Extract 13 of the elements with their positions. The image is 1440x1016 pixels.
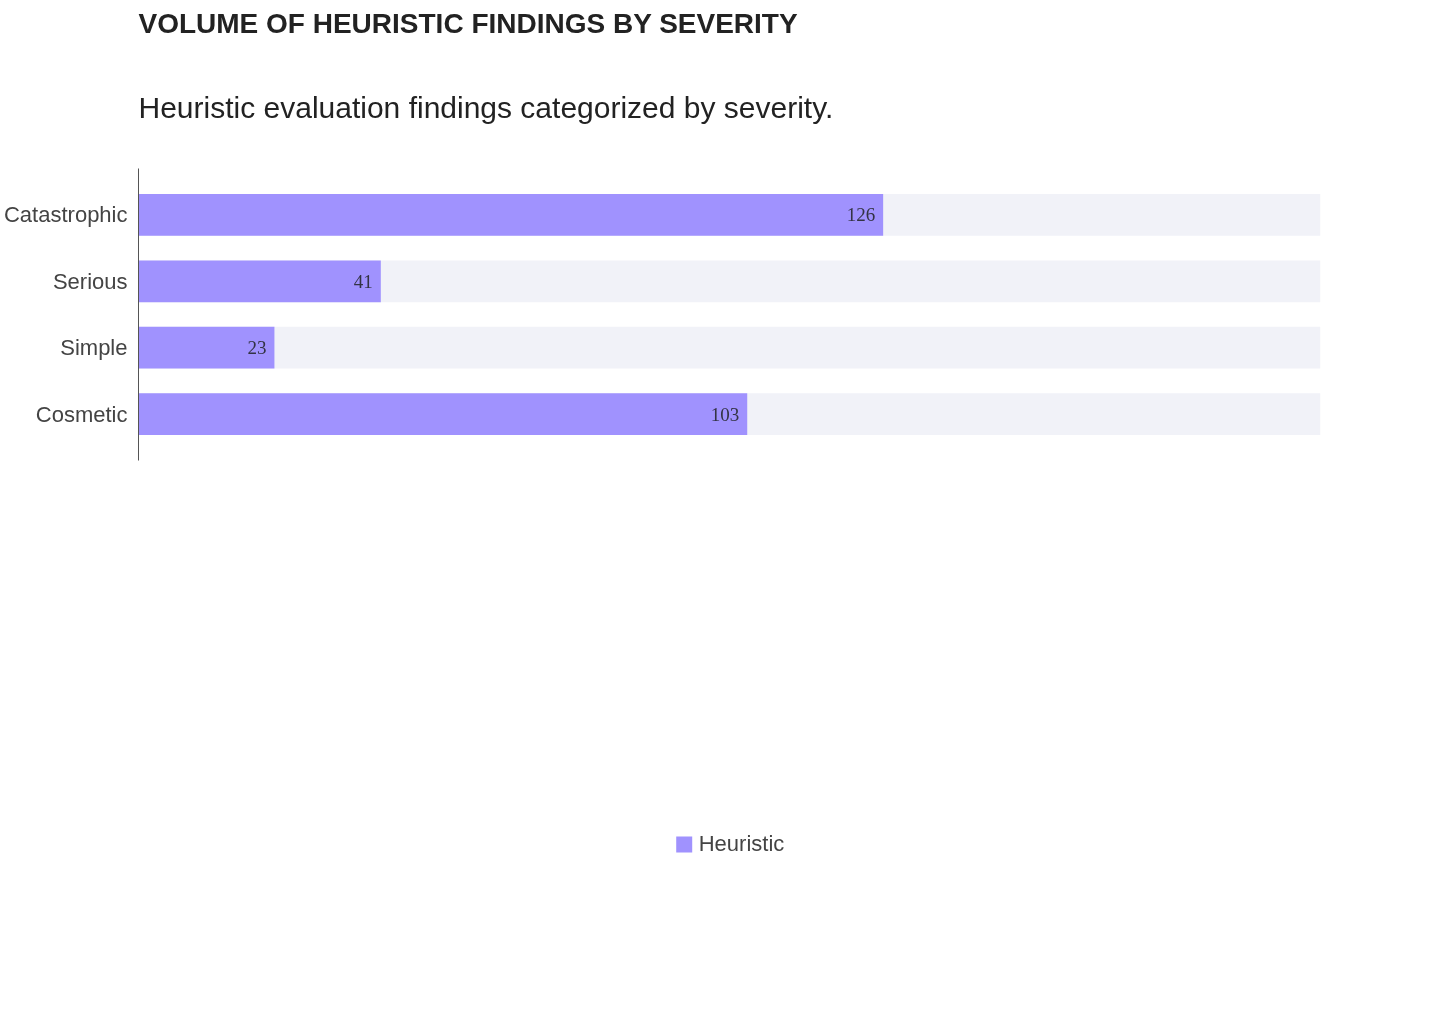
- y-tick-label: Catastrophic: [4, 202, 128, 228]
- data-label: 103: [710, 403, 740, 425]
- y-tick-label: Cosmetic: [35, 401, 128, 427]
- chart-title: VOLUME OF HEURISTIC FINDINGS BY SEVERITY: [138, 7, 798, 39]
- chart-subtitle: Heuristic evaluation findings categorized by severity.: [138, 90, 834, 124]
- bar: [138, 326, 275, 369]
- legend-label: Heuristic: [698, 830, 785, 857]
- data-label: 41: [353, 270, 373, 292]
- y-tick-label: Simple: [60, 335, 128, 361]
- y-tick-label: Serious: [52, 268, 128, 294]
- data-label: 126: [846, 204, 876, 226]
- bar: [138, 260, 381, 303]
- data-label: 23: [247, 337, 267, 359]
